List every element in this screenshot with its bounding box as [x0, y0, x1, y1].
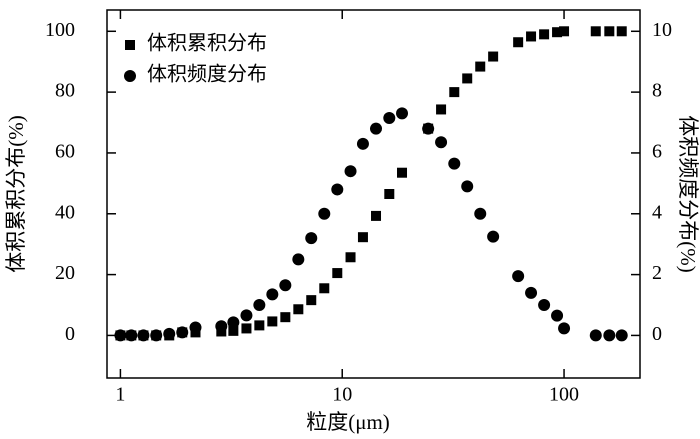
data-point: [383, 111, 396, 124]
data-point: [176, 326, 189, 339]
data-point: [356, 137, 369, 150]
y-tick-label: 0: [65, 323, 75, 345]
data-point: [125, 329, 138, 342]
data-point: [488, 51, 499, 62]
y-tick-label: 40: [55, 201, 75, 223]
data-point: [422, 122, 435, 135]
data-point: [114, 329, 127, 342]
data-point: [538, 299, 551, 312]
x-tick-label: 1: [115, 384, 125, 406]
data-point: [150, 329, 163, 342]
data-point: [512, 270, 525, 283]
data-point: [215, 320, 228, 333]
legend-label: 体积频度分布: [147, 63, 267, 86]
data-point: [396, 107, 409, 120]
data-point: [474, 207, 487, 220]
y2-tick-label: 2: [652, 262, 662, 284]
y-tick-label: 80: [55, 80, 75, 102]
data-point: [345, 252, 356, 263]
data-point: [292, 253, 305, 266]
data-point: [266, 288, 279, 301]
data-point: [228, 325, 239, 336]
data-point: [539, 29, 550, 40]
data-point: [332, 268, 343, 279]
data-point: [435, 136, 448, 149]
data-point: [357, 232, 368, 243]
data-point: [227, 316, 240, 329]
data-point: [559, 26, 570, 37]
data-point: [189, 321, 202, 334]
y2-tick-label: 4: [652, 201, 662, 223]
x-axis-label: 粒度(μm): [306, 410, 390, 434]
data-point: [384, 189, 395, 199]
data-point: [513, 37, 524, 48]
data-point: [370, 122, 383, 135]
data-point: [589, 329, 602, 342]
data-point: [448, 157, 461, 170]
data-point: [487, 230, 500, 243]
x-tick-label: 100: [549, 384, 579, 406]
data-point: [462, 73, 473, 84]
data-point: [475, 61, 486, 72]
y-tick-label: 60: [55, 141, 75, 163]
data-point: [137, 329, 150, 342]
data-point: [163, 327, 176, 340]
data-point: [603, 329, 616, 342]
y2-axis-label: 体积频度分布(%): [676, 115, 700, 272]
data-point: [590, 26, 601, 37]
data-point: [319, 283, 330, 294]
plot-frame: [106, 9, 641, 379]
data-point: [371, 210, 382, 221]
legend-marker: [124, 70, 136, 82]
data-point: [344, 165, 357, 178]
data-point: [397, 167, 408, 178]
data-point: [280, 312, 291, 323]
y-axis-label: 体积累积分布(%): [4, 115, 28, 272]
data-point: [279, 279, 292, 292]
data-point: [436, 104, 447, 115]
data-point: [615, 329, 628, 342]
legend-label: 体积累积分布: [147, 32, 267, 55]
data-point: [461, 180, 474, 193]
y2-tick-label: 10: [652, 19, 672, 41]
y-tick-label: 100: [45, 19, 75, 41]
data-point: [254, 320, 265, 331]
data-point: [293, 304, 304, 315]
data-point: [551, 309, 564, 322]
data-point: [525, 286, 538, 299]
data-point: [253, 299, 266, 312]
y2-tick-label: 6: [652, 141, 662, 163]
data-point: [558, 322, 571, 335]
data-point: [267, 316, 278, 327]
legend-marker: [125, 40, 135, 50]
data-point: [526, 31, 537, 42]
data-point: [306, 295, 317, 306]
data-point: [240, 309, 253, 322]
data-point: [604, 26, 615, 37]
data-point: [552, 27, 563, 38]
y2-tick-label: 0: [652, 323, 662, 345]
y2-tick-label: 8: [652, 80, 662, 102]
data-point: [331, 183, 344, 196]
y-tick-label: 20: [55, 262, 75, 284]
data-point: [616, 26, 627, 37]
x-tick-label: 10: [332, 384, 352, 406]
data-point: [241, 323, 252, 334]
data-point: [449, 87, 460, 98]
data-point: [305, 232, 318, 245]
data-point: [318, 207, 331, 220]
